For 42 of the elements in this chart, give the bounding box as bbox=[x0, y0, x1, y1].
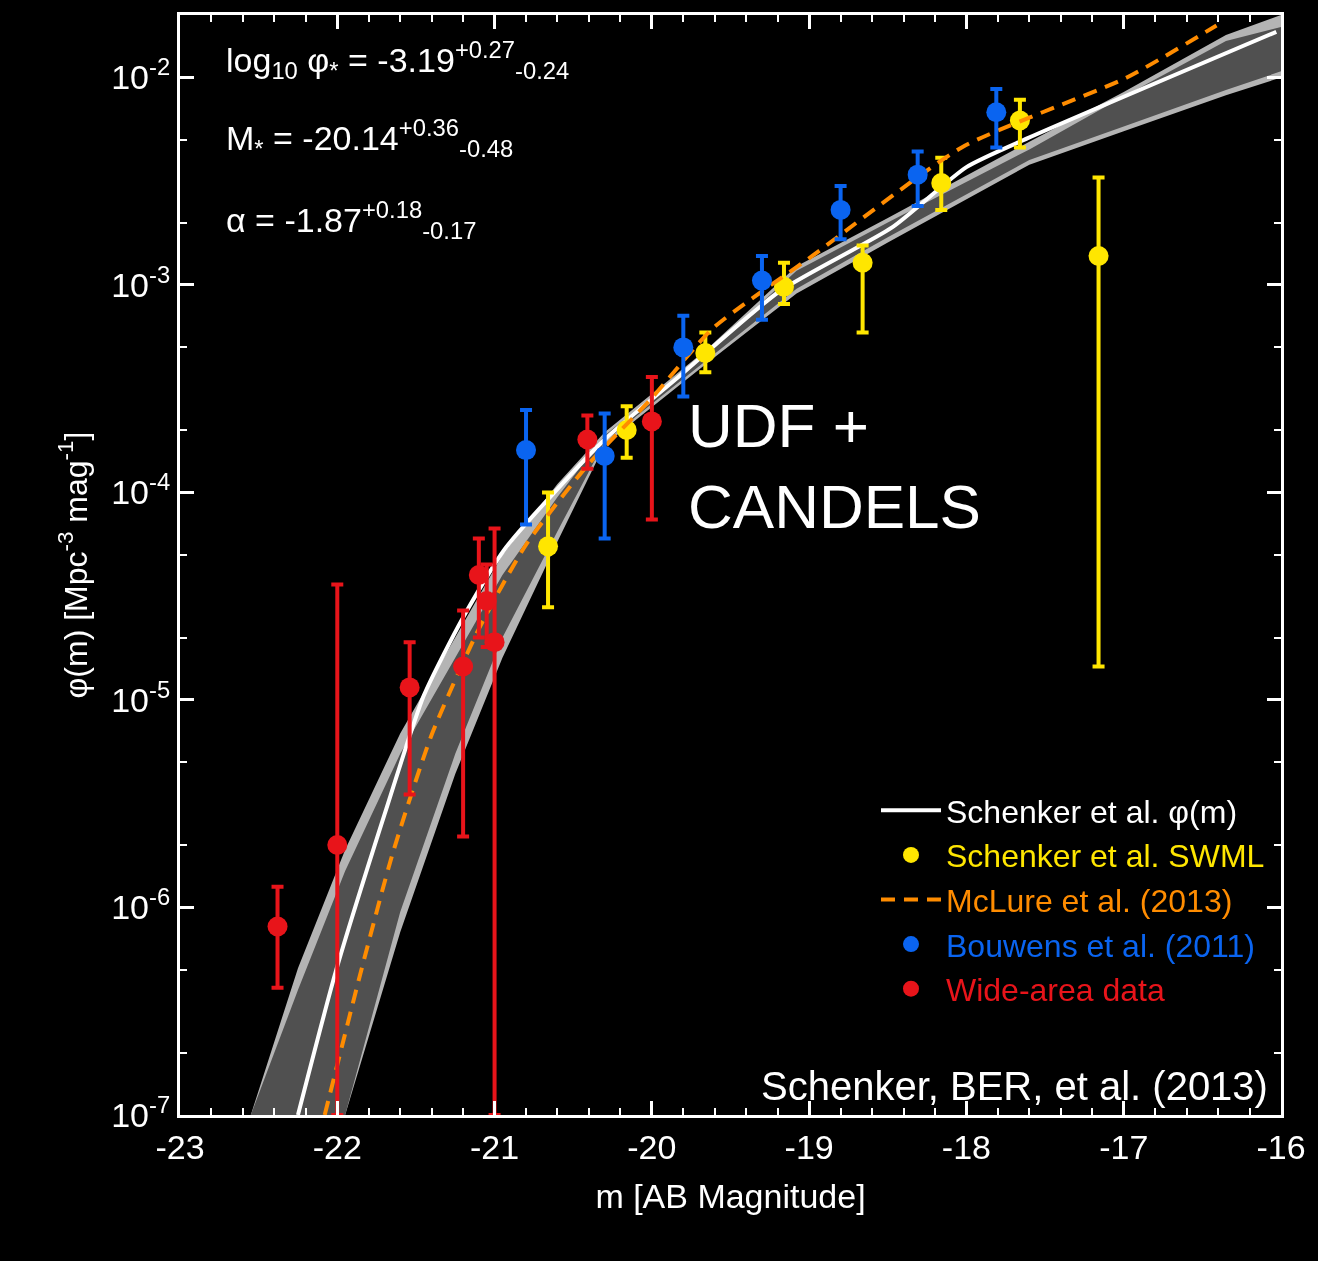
x-tick-label: -20 bbox=[627, 1127, 677, 1166]
point bbox=[931, 173, 952, 193]
point bbox=[773, 276, 794, 297]
point bbox=[852, 252, 873, 273]
point bbox=[476, 590, 497, 611]
point bbox=[468, 565, 489, 586]
legend-label: Schenker et al. SWML bbox=[945, 838, 1265, 875]
y-tick-label: 10$^{-2}$ bbox=[111, 53, 171, 97]
legend-label: Wide-area data bbox=[945, 972, 1165, 1009]
legend-label: Bouwens et al. (2011) bbox=[945, 927, 1255, 964]
annotation: Schenker, BER, et al. (2013) bbox=[761, 1064, 1268, 1108]
point bbox=[641, 411, 662, 432]
x-tick-label: -18 bbox=[941, 1127, 991, 1166]
annotation: UDF + CANDELS bbox=[688, 391, 981, 541]
y-tick-label: 10$^{-3}$ bbox=[111, 260, 171, 304]
x-tick-label: -19 bbox=[784, 1127, 834, 1166]
point bbox=[1088, 245, 1109, 266]
x-axis-title: m [AB Magnitude] bbox=[595, 1177, 866, 1216]
legend-label: McLure et al. (2013) bbox=[945, 882, 1233, 919]
point bbox=[516, 440, 537, 461]
point bbox=[673, 337, 694, 358]
point bbox=[751, 270, 772, 291]
x-tick-label: -22 bbox=[312, 1127, 362, 1166]
point bbox=[399, 677, 420, 698]
point bbox=[453, 656, 474, 677]
x-tick-label: -21 bbox=[470, 1127, 520, 1166]
y-tick-label: 10$^{-5}$ bbox=[111, 675, 171, 719]
point bbox=[830, 199, 851, 220]
point bbox=[986, 102, 1007, 123]
point bbox=[594, 445, 615, 466]
point bbox=[484, 632, 505, 653]
legend-label: Schenker et al. φ(m) bbox=[945, 793, 1238, 830]
x-tick-label: -17 bbox=[1099, 1127, 1149, 1166]
point bbox=[695, 343, 716, 363]
y-tick-label: 10$^{-4}$ bbox=[111, 468, 171, 512]
point bbox=[267, 916, 288, 937]
y-tick-label: 10$^{-6}$ bbox=[111, 883, 171, 927]
point bbox=[577, 429, 598, 450]
point bbox=[327, 835, 348, 856]
x-tick-label: -16 bbox=[1256, 1127, 1306, 1166]
point bbox=[538, 536, 559, 557]
point bbox=[907, 164, 928, 185]
